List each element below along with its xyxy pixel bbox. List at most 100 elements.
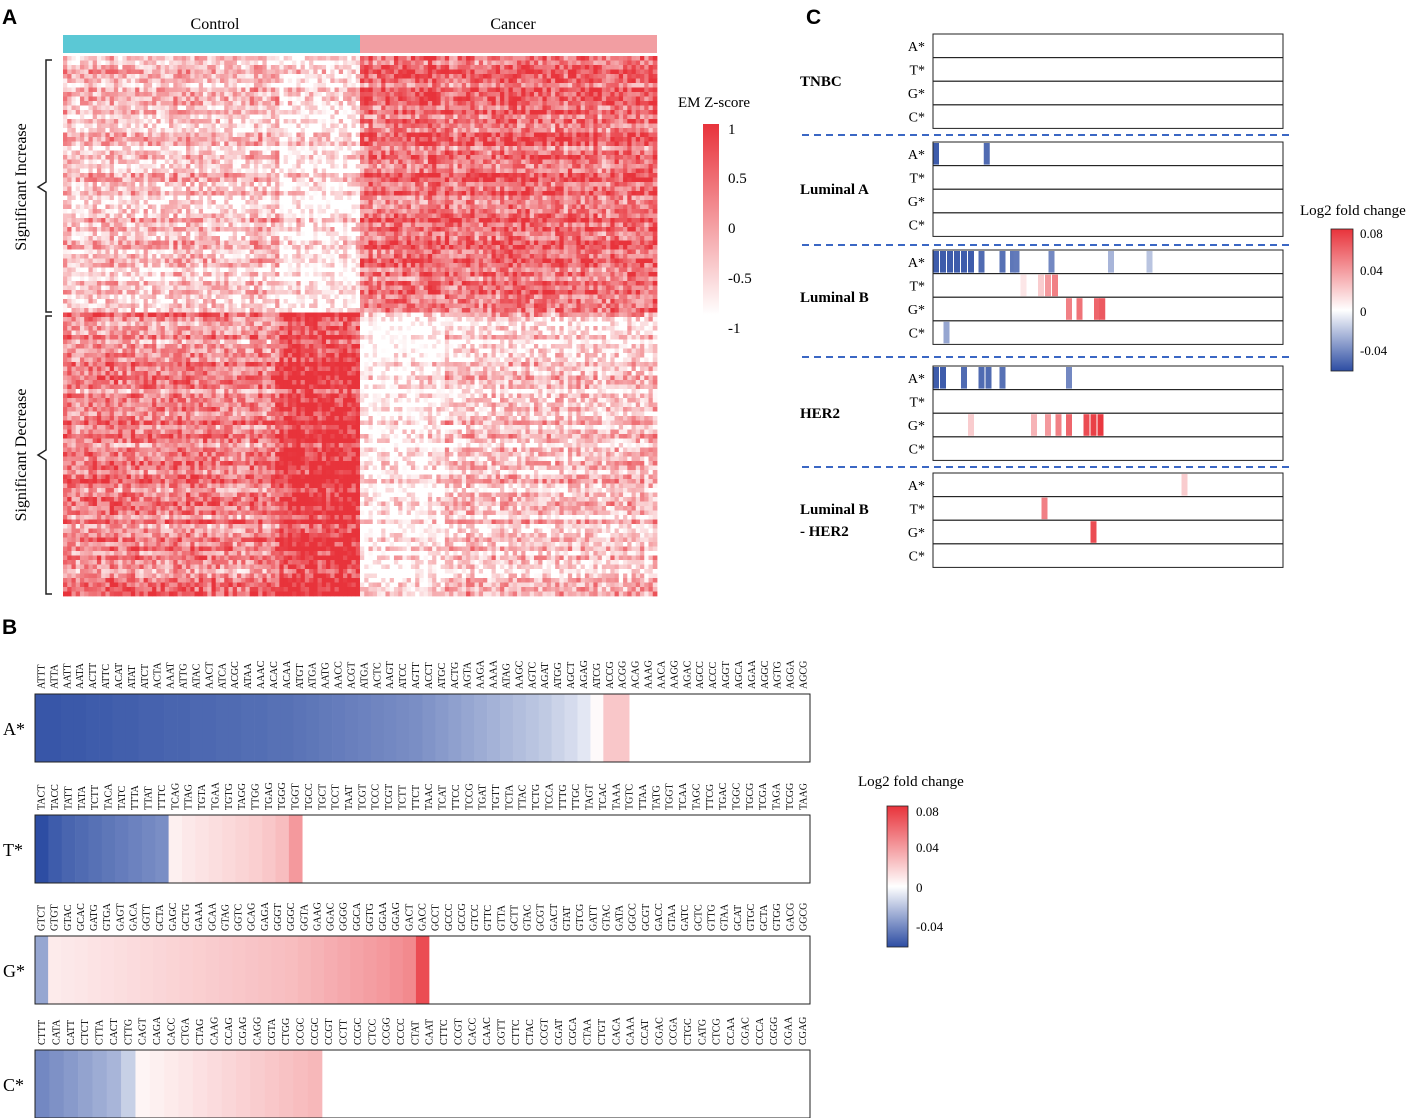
heatmap-a-cell [105,96,111,102]
heatmap-a-cell [364,87,369,93]
heatmap-a-cell [253,69,259,75]
heatmap-a-cell [88,69,94,75]
heatmap-a-cell [385,74,391,79]
heatmap-a-cell [546,182,552,187]
heatmap-a-cell [211,65,217,70]
heatmap-a-cell [190,137,195,142]
heatmap-a-cell [606,92,611,97]
heatmap-a-cell [606,132,611,138]
heatmap-a-cell [444,96,450,102]
heatmap-a-cell [177,101,183,106]
heatmap-a-cell [84,101,89,106]
heatmap-a-cell [415,110,420,115]
heatmap-a-cell [542,177,548,183]
heatmap-a-cell [211,123,217,129]
heatmap-a-cell [623,56,628,61]
heatmap-a-cell [432,173,437,178]
heatmap-a-cell [512,195,518,201]
heatmap-a-cell [563,204,569,210]
heatmap-a-cell [139,137,145,142]
heatmap-a-cell [606,159,611,165]
heatmap-a-cell [75,141,81,147]
heatmap-a-cell [640,182,645,187]
heatmap-a-cell [160,213,166,219]
heatmap-a-cell [139,119,145,124]
heatmap-a-cell [385,155,391,160]
heatmap-a-cell [419,78,425,84]
heatmap-a-cell [563,96,569,102]
heatmap-a-cell [542,168,548,174]
heatmap-a-cell [241,78,246,84]
heatmap-a-cell [589,69,594,75]
heatmap-a-cell [593,195,598,201]
heatmap-a-cell [512,132,518,138]
heatmap-a-cell [555,132,560,138]
heatmap-a-cell [279,155,285,160]
heatmap-a-cell [270,141,276,147]
heatmap-a-cell [597,114,603,120]
heatmap-a-cell [224,182,229,187]
heatmap-a-cell [529,191,535,196]
heatmap-a-cell [436,150,442,156]
heatmap-a-cell [487,60,492,66]
heatmap-a-cell [436,92,442,97]
heatmap-a-cell [440,123,446,129]
heatmap-a-cell [156,150,161,156]
heatmap-a-cell [512,123,518,129]
heatmap-a-cell [207,186,212,192]
heatmap-a-cell [317,137,323,142]
heatmap-a-cell [627,173,632,178]
heatmap-a-cell [627,110,632,115]
heatmap-a-cell [351,182,357,187]
heatmap-a-cell [241,213,246,219]
heatmap-a-cell [381,74,386,79]
heatmap-a-cell [101,110,106,115]
heatmap-a-cell [533,182,539,187]
heatmap-a-cell [334,155,340,160]
heatmap-a-cell [512,65,518,70]
heatmap-a-cell [589,146,594,151]
heatmap-a-cell [516,83,522,88]
heatmap-a-cell [402,213,408,219]
heatmap-a-cell [156,96,161,102]
heatmap-a-cell [109,137,115,142]
heatmap-a-cell [326,137,331,142]
heatmap-a-cell [228,164,234,169]
heatmap-a-cell [177,137,183,142]
heatmap-a-cell [457,132,463,138]
heatmap-a-cell [198,87,204,93]
heatmap-a-cell [449,204,454,210]
heatmap-a-cell [381,110,386,115]
heatmap-a-cell [419,209,425,214]
heatmap-a-cell [360,182,365,187]
heatmap-a-cell [275,168,280,174]
heatmap-a-cell [190,101,195,106]
heatmap-a-cell [177,173,183,178]
heatmap-a-cell [287,204,293,210]
heatmap-a-cell [410,209,416,214]
heatmap-a-cell [474,141,480,147]
heatmap-a-cell [122,155,128,160]
heatmap-a-cell [457,105,463,111]
heatmap-a-cell [215,119,221,124]
heatmap-a-cell [478,159,484,165]
heatmap-a-cell [453,141,458,147]
heatmap-a-cell [300,164,306,169]
heatmap-a-cell [262,96,268,102]
heatmap-a-cell [449,200,454,205]
heatmap-a-cell [550,74,556,79]
heatmap-a-cell [177,141,183,147]
heatmap-a-cell [338,191,344,196]
heatmap-a-cell [313,105,318,111]
heatmap-a-cell [79,78,85,84]
heatmap-a-cell [321,195,327,201]
heatmap-a-cell [105,92,111,97]
heatmap-a-cell [126,128,132,133]
heatmap-a-cell [343,195,348,201]
heatmap-a-cell [105,141,111,147]
heatmap-a-cell [440,56,446,61]
heatmap-a-cell [109,177,115,183]
heatmap-a-cell [219,159,225,165]
heatmap-a-cell [118,96,123,102]
heatmap-a-cell [203,92,208,97]
